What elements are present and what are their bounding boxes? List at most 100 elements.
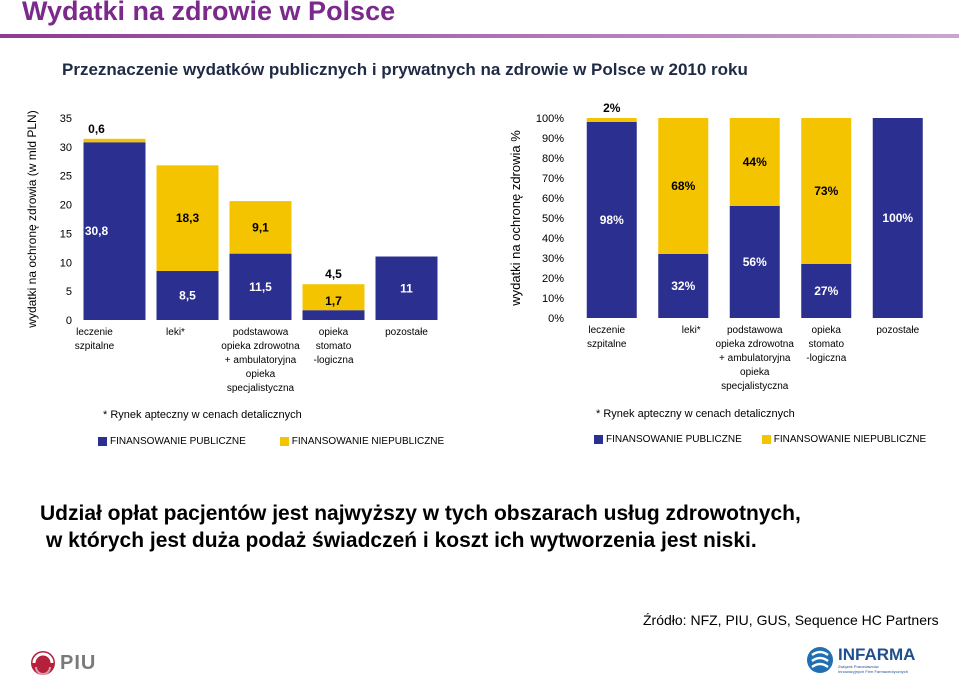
infarma-logo: INFARMA Związek Pracodawców Innowacyjnyc…: [806, 646, 915, 674]
x-category-label: -logiczna: [806, 353, 846, 364]
bar-public: [801, 264, 852, 318]
data-label-public: 11,5: [249, 280, 272, 294]
x-category-label: podstawowa: [233, 327, 289, 338]
footnote-right: * Rynek apteczny w cenach detalicznych: [596, 408, 795, 420]
data-label-private: 44%: [743, 155, 767, 169]
bar-public: [375, 256, 438, 320]
data-label-private: 68%: [671, 179, 695, 193]
bar-private: [658, 118, 709, 254]
x-category-label: opieka zdrowotna: [221, 341, 300, 352]
main-statement-line2: w których jest duża podaż świadczeń i ko…: [46, 529, 757, 552]
piu-logo: PIU: [30, 650, 96, 676]
x-category-label: leczenie: [76, 327, 113, 338]
infarma-logo-sub2: Innowacyjnych Firm Farmaceutycznych: [838, 669, 909, 674]
page-title: Wydatki na zdrowie w Polsce: [22, 0, 396, 26]
data-label-private: 18,3: [176, 211, 200, 225]
legend-right: FINANSOWANIE PUBLICZNE FINANSOWANIE NIEP…: [594, 434, 926, 445]
data-label-private: 0,6: [88, 122, 105, 136]
data-label-public: 11: [400, 281, 413, 295]
infarma-logo-sub1: Związek Pracodawców: [838, 664, 879, 669]
bar-private: [83, 138, 146, 143]
y-tick-label: 0: [66, 315, 72, 327]
y-tick-label: 10%: [542, 293, 564, 305]
data-label-public: 100%: [882, 211, 913, 225]
data-label-public: 56%: [743, 255, 767, 269]
x-category-label: leczenie: [588, 325, 625, 336]
title-underline: [0, 34, 959, 38]
piu-logo-text: PIU: [60, 651, 97, 674]
data-label-private: 73%: [814, 184, 838, 198]
legend-label-public: FINANSOWANIE PUBLICZNE: [110, 436, 246, 447]
bar-private: [156, 165, 219, 271]
bar-private: [229, 201, 292, 254]
y-tick-label: 0%: [548, 313, 564, 325]
x-category-label: + ambulatoryjna: [225, 355, 297, 366]
bar-public: [658, 254, 709, 318]
legend-swatch-private: [279, 437, 289, 446]
x-category-label: stomato: [808, 339, 844, 350]
y-tick-label: 35: [60, 113, 72, 125]
main-statement-line1: Udział opłat pacjentów jest najwyższy w …: [40, 502, 801, 525]
legend-left: FINANSOWANIE PUBLICZNE FINANSOWANIE NIEP…: [98, 436, 444, 447]
main-statement: Udział opłat pacjentów jest najwyższy w …: [40, 500, 801, 554]
x-category-label: szpitalne: [587, 339, 627, 350]
legend-swatch-public: [594, 435, 603, 444]
y-tick-label: 20%: [542, 273, 564, 285]
data-label-private: 9,1: [252, 220, 269, 234]
y-tick-label: 25: [60, 171, 72, 183]
x-category-label: pozostałe: [385, 327, 428, 338]
y-tick-label: 90%: [542, 133, 564, 145]
x-category-label: opieka zdrowotna: [716, 339, 795, 350]
x-category-label: opieka: [812, 325, 842, 336]
bar-public: [586, 122, 637, 318]
x-category-label: opieka: [319, 327, 349, 338]
y-tick-label: 10: [60, 257, 72, 269]
data-label-public: 98%: [600, 213, 624, 227]
y-tick-label: 50%: [542, 213, 564, 225]
x-category-label: podstawowa: [727, 325, 783, 336]
y-tick-label: 5: [66, 286, 72, 298]
bar-private: [801, 118, 852, 264]
x-category-label: szpitalne: [75, 341, 115, 352]
y-tick-label: 70%: [542, 173, 564, 185]
legend-swatch-private: [761, 435, 771, 444]
y-axis-title: wydatki na ochronę zdrowia (w mld PLN): [25, 110, 39, 328]
y-tick-label: 30: [60, 142, 72, 154]
data-label-public: 8,5: [179, 288, 196, 302]
infarma-emblem-icon: [807, 647, 833, 673]
bar-public: [156, 270, 219, 320]
bar-private: [302, 284, 365, 311]
source-note: Źródło: NFZ, PIU, GUS, Sequence HC Partn…: [643, 612, 939, 628]
y-tick-label: 40%: [542, 233, 564, 245]
bar-public: [83, 142, 146, 320]
x-category-label: stomato: [316, 341, 352, 352]
x-category-label: specjalistyczna: [227, 383, 295, 394]
y-tick-label: 100%: [536, 113, 564, 125]
data-label-public: 1,7: [325, 294, 342, 308]
data-label-public: 27%: [814, 284, 838, 298]
bar-public: [302, 310, 365, 320]
y-tick-label: 20: [60, 200, 72, 212]
piu-emblem-icon: [31, 651, 55, 675]
x-category-label: leki*: [682, 325, 701, 336]
x-category-label: + ambulatoryjna: [719, 353, 791, 364]
data-label-private: 4,5: [325, 267, 342, 281]
y-axis-title: wydatki na ochronę zdrowia %: [508, 130, 523, 307]
x-category-label: pozostałe: [876, 325, 919, 336]
bar-public: [229, 253, 292, 320]
legend-label-private: FINANSOWANIE NIEPUBLICZNE: [773, 434, 927, 445]
bar-private: [729, 118, 780, 206]
bar-public: [729, 206, 780, 318]
x-category-label: opieka: [246, 369, 276, 380]
data-label-public: 32%: [671, 279, 695, 293]
x-category-label: -logiczna: [313, 355, 353, 366]
bar-private: [586, 118, 637, 122]
chart-subtitle: Przeznaczenie wydatków publicznych i pry…: [62, 60, 748, 79]
y-tick-label: 80%: [542, 153, 564, 165]
chart-absolute: wydatki na ochronę zdrowia (w mld PLN) 0 5…: [25, 110, 438, 394]
legend-label-private: FINANSOWANIE NIEPUBLICZNE: [291, 436, 445, 447]
data-label-public: 30,8: [85, 224, 109, 238]
y-tick-label: 30%: [542, 253, 564, 265]
legend-label-public: FINANSOWANIE PUBLICZNE: [606, 434, 742, 445]
legend-swatch-public: [98, 437, 107, 446]
